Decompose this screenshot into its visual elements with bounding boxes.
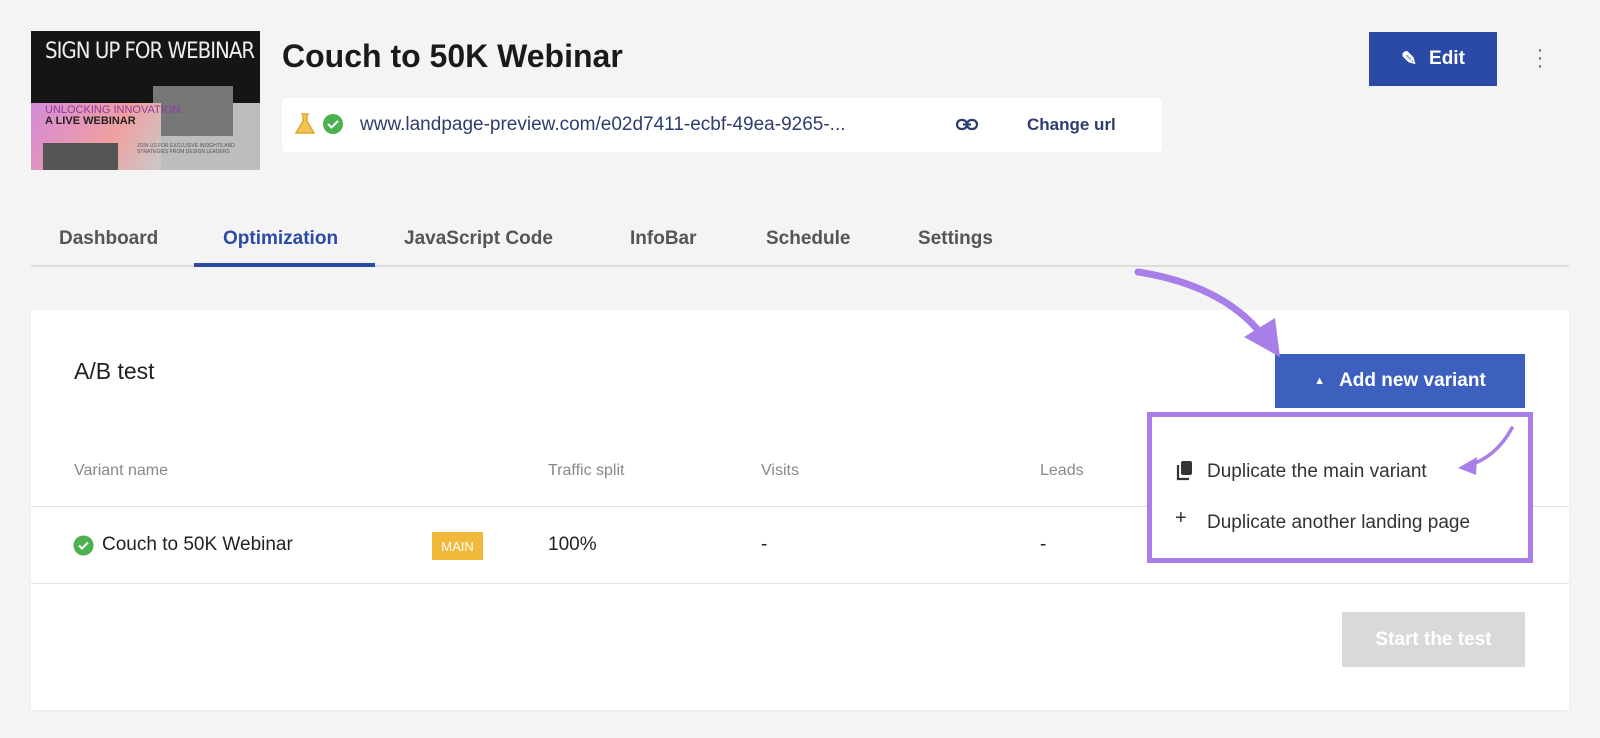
add-variant-dropdown [1147,412,1533,563]
flask-icon [294,113,316,134]
column-variant-name: Variant name [74,462,168,479]
thumbnail-tagline: JOIN US FOR EXCLUSIVE INSIGHTS AND STRAT… [137,143,235,155]
thumbnail-headline: SIGN UP FOR WEBINAR [45,39,255,64]
table-divider [31,506,1569,507]
pencil-icon: ✎ [1401,48,1418,70]
column-visits: Visits [761,462,799,479]
variant-name[interactable]: Couch to 50K Webinar [102,534,293,555]
active-tab-indicator [194,263,375,267]
more-options-icon[interactable]: · · · [1536,39,1544,77]
column-leads: Leads [1040,462,1084,479]
tab-settings[interactable]: Settings [918,228,993,249]
add-variant-label: Add new variant [1339,370,1486,391]
ab-test-title: A/B test [74,358,155,384]
edit-label: Edit [1429,48,1465,69]
thumbnail-sub1: UNLOCKING INNOVATION: [45,104,184,116]
tabs-divider [31,265,1569,267]
thumbnail-sub2: A LIVE WEBINAR [45,115,136,127]
tab-optimization[interactable]: Optimization [223,228,339,249]
main-badge: MAIN [432,532,483,560]
check-circle-icon [323,114,343,134]
duplicate-main-variant-option[interactable]: Duplicate the main variant [1207,461,1427,482]
tab-infobar[interactable]: InfoBar [630,228,697,249]
url-bar [282,98,1162,152]
start-test-button[interactable]: Start the test [1342,612,1525,667]
traffic-split-value: 100% [548,534,597,555]
leads-value: - [1040,534,1047,555]
plus-icon: + [1175,507,1187,529]
landing-page-thumbnail: SIGN UP FOR WEBINAR UNLOCKING INNOVATION… [31,31,260,170]
tab-schedule[interactable]: Schedule [766,228,851,249]
add-new-variant-button[interactable]: ▲ Add new variant [1275,354,1525,408]
duplicate-another-landing-page-option[interactable]: Duplicate another landing page [1207,512,1471,533]
column-traffic-split: Traffic split [548,462,625,479]
visits-value: - [761,534,768,555]
tab-javascript-code[interactable]: JavaScript Code [404,228,553,249]
copy-icon [1176,461,1192,481]
page-title: Couch to 50K Webinar [282,38,623,74]
tab-dashboard[interactable]: Dashboard [59,228,159,249]
link-icon[interactable] [955,115,979,135]
table-divider [31,583,1569,584]
check-circle-icon [73,535,94,556]
change-url-link[interactable]: Change url [1027,115,1116,134]
edit-button[interactable]: ✎ Edit [1369,32,1497,86]
caret-up-icon: ▲ [1314,375,1326,387]
page-url[interactable]: www.landpage-preview.com/e02d7411-ecbf-4… [360,114,846,135]
